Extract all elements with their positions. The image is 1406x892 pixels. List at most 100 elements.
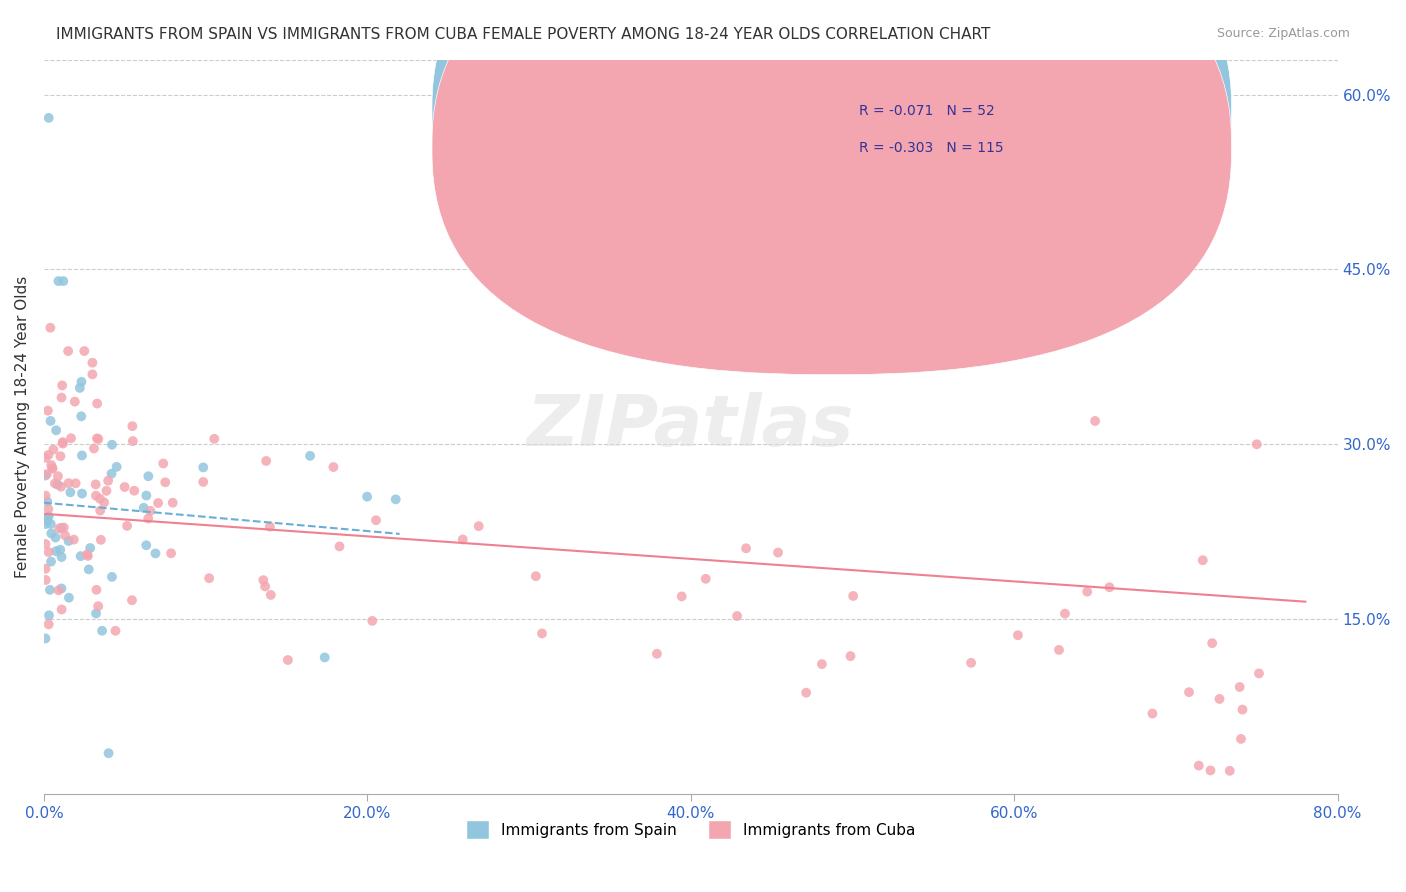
Immigrants from Cuba (58, 476, 80, 491)
Immigrants from Cuba (35, 573, 58, 587)
Immigrants from Spain (314, 650, 336, 665)
FancyBboxPatch shape (432, 0, 1232, 375)
Immigrants from Cuba (38, 617, 60, 632)
Immigrants from Spain (84, 607, 107, 621)
Immigrants from Cuba (46, 469, 69, 483)
Immigrants from Cuba (52, 436, 75, 450)
Immigrants from Spain (101, 570, 124, 584)
Immigrants from Cuba (121, 593, 143, 607)
Immigrants from Cuba (1199, 764, 1222, 778)
Immigrants from Cuba (52, 520, 75, 534)
Immigrants from Cuba (48, 583, 70, 598)
Immigrants from Cuba (671, 590, 693, 604)
Immigrants from Cuba (1084, 414, 1107, 428)
Immigrants from Cuba (152, 457, 174, 471)
Immigrants from Cuba (1229, 680, 1251, 694)
Immigrants from Spain (135, 489, 157, 503)
Immigrants from Cuba (524, 569, 547, 583)
Immigrants from Spain (299, 449, 322, 463)
Immigrants from Cuba (1007, 628, 1029, 642)
Immigrants from Cuba (63, 394, 86, 409)
Immigrants from Cuba (155, 475, 177, 490)
Text: R = -0.071   N = 52: R = -0.071 N = 52 (859, 104, 994, 118)
Immigrants from Cuba (735, 541, 758, 556)
Immigrants from Cuba (93, 495, 115, 509)
Immigrants from Cuba (121, 419, 143, 434)
Immigrants from Spain (38, 608, 60, 623)
Immigrants from Spain (77, 562, 100, 576)
Immigrants from Spain (51, 521, 73, 535)
Immigrants from Cuba (139, 504, 162, 518)
Immigrants from Cuba (121, 434, 143, 448)
Immigrants from Cuba (467, 519, 489, 533)
Immigrants from Cuba (645, 647, 668, 661)
Immigrants from Spain (101, 438, 124, 452)
Immigrants from Spain (38, 111, 60, 125)
Immigrants from Cuba (37, 448, 59, 462)
Immigrants from Cuba (124, 483, 146, 498)
Immigrants from Spain (51, 582, 73, 596)
Immigrants from Spain (91, 624, 114, 638)
Immigrants from Cuba (37, 403, 59, 417)
Immigrants from Cuba (1201, 636, 1223, 650)
Immigrants from Spain (52, 274, 75, 288)
Immigrants from Cuba (34, 450, 56, 465)
Immigrants from Cuba (530, 626, 553, 640)
Immigrants from Spain (135, 538, 157, 552)
FancyBboxPatch shape (787, 74, 1137, 185)
Immigrants from Cuba (39, 458, 62, 472)
Immigrants from Cuba (146, 496, 169, 510)
Immigrants from Cuba (35, 467, 58, 481)
Text: R = -0.303   N = 115: R = -0.303 N = 115 (859, 141, 1004, 154)
Legend: Immigrants from Spain, Immigrants from Cuba: Immigrants from Spain, Immigrants from C… (460, 814, 921, 845)
Immigrants from Spain (35, 514, 58, 528)
Immigrants from Cuba (38, 545, 60, 559)
Immigrants from Cuba (1191, 553, 1213, 567)
Immigrants from Spain (39, 414, 62, 428)
Immigrants from Cuba (84, 489, 107, 503)
Immigrants from Spain (39, 516, 62, 531)
Immigrants from Cuba (725, 609, 748, 624)
Immigrants from Cuba (1047, 643, 1070, 657)
Immigrants from Spain (97, 746, 120, 760)
Immigrants from Cuba (73, 344, 96, 359)
Immigrants from Cuba (86, 396, 108, 410)
Immigrants from Cuba (62, 533, 84, 547)
Y-axis label: Female Poverty Among 18-24 Year Olds: Female Poverty Among 18-24 Year Olds (15, 276, 30, 578)
Immigrants from Cuba (136, 511, 159, 525)
Immigrants from Cuba (34, 562, 56, 576)
Immigrants from Cuba (41, 461, 63, 475)
Immigrants from Cuba (37, 502, 59, 516)
Immigrants from Spain (34, 632, 56, 646)
Immigrants from Spain (38, 582, 60, 597)
Immigrants from Spain (48, 274, 70, 288)
Immigrants from Cuba (1246, 437, 1268, 451)
Immigrants from Cuba (82, 368, 104, 382)
Immigrants from Spain (138, 469, 160, 483)
Immigrants from Cuba (77, 549, 100, 563)
Immigrants from Cuba (90, 533, 112, 547)
Immigrants from Cuba (1188, 758, 1211, 772)
Immigrants from Spain (34, 468, 56, 483)
Immigrants from Spain (37, 494, 59, 508)
Immigrants from Cuba (1247, 666, 1270, 681)
Immigrants from Cuba (1076, 584, 1098, 599)
Immigrants from Cuba (56, 344, 79, 359)
FancyBboxPatch shape (432, 0, 1232, 338)
Immigrants from Cuba (86, 582, 108, 597)
Immigrants from Cuba (1208, 692, 1230, 706)
Immigrants from Spain (69, 381, 91, 395)
Immigrants from Spain (45, 544, 67, 558)
Immigrants from Cuba (115, 519, 138, 533)
Immigrants from Cuba (960, 656, 983, 670)
Immigrants from Cuba (44, 476, 66, 491)
Immigrants from Cuba (252, 573, 274, 587)
Immigrants from Spain (35, 510, 58, 524)
Immigrants from Spain (49, 542, 72, 557)
Immigrants from Spain (70, 409, 93, 424)
Immigrants from Cuba (41, 461, 63, 475)
Immigrants from Cuba (51, 602, 73, 616)
Immigrants from Cuba (39, 320, 62, 334)
Immigrants from Cuba (51, 391, 73, 405)
Immigrants from Cuba (89, 491, 111, 506)
